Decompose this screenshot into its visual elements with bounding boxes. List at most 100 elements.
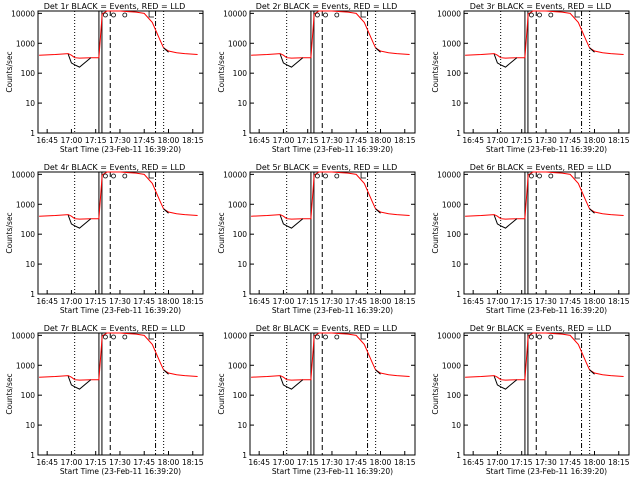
x-axis-label: Start Time (23-Feb-11 16:39:20)	[60, 467, 181, 476]
y-tick-label: 1	[242, 290, 247, 299]
x-axis-label: Start Time (23-Feb-11 16:39:20)	[486, 306, 607, 315]
y-axis-label: Counts/sec	[5, 51, 14, 92]
panel-title: Det 5r BLACK = Events, RED = LLD	[256, 163, 398, 172]
x-tick-label: 17:45	[133, 458, 155, 467]
events-line	[493, 54, 518, 68]
flag-marker	[574, 333, 580, 340]
y-axis-label: Counts/sec	[431, 373, 440, 414]
flag-marker	[537, 173, 542, 179]
flag-marker	[529, 173, 534, 179]
flag-marker	[548, 334, 554, 340]
y-tick-label: 1	[456, 290, 461, 299]
flag-marker	[103, 173, 108, 179]
x-tick-label: 17:00	[61, 458, 83, 467]
y-axis-label: Counts/sec	[431, 51, 440, 92]
x-tick-label: 18:00	[158, 297, 180, 306]
x-axis-label: Start Time (23-Feb-11 16:39:20)	[60, 306, 181, 315]
x-tick-label: 18:00	[584, 458, 606, 467]
y-tick-label: 10000	[437, 9, 461, 18]
y-tick-label: 10000	[223, 9, 247, 18]
events-line	[279, 54, 304, 68]
x-tick-label: 17:15	[297, 136, 319, 145]
events-line	[163, 369, 169, 375]
flag-marker	[537, 12, 542, 18]
y-tick-label: 1	[456, 129, 461, 138]
x-axis-label: Start Time (23-Feb-11 16:39:20)	[486, 467, 607, 476]
plot-frame	[37, 332, 204, 456]
y-tick-label: 10000	[437, 170, 461, 179]
y-tick-label: 1	[30, 129, 35, 138]
panel-title: Det 4r BLACK = Events, RED = LLD	[44, 163, 186, 172]
panel-title: Det 7r BLACK = Events, RED = LLD	[44, 324, 186, 333]
panel-det-5: Det 5r BLACK = Events, RED = LLD 1 10 100 10…	[217, 163, 416, 315]
y-tick-label: 100	[447, 69, 462, 78]
y-tick-label: 100	[447, 391, 462, 400]
x-tick-label: 17:15	[297, 297, 319, 306]
x-tick-label: 17:00	[61, 136, 83, 145]
panel-det-7: Det 7r BLACK = Events, RED = LLD 1 10 100 10…	[5, 324, 204, 476]
y-tick-label: 10000	[11, 170, 35, 179]
lld-line	[251, 171, 410, 220]
lld-line	[465, 10, 624, 59]
x-tick-label: 17:15	[511, 136, 533, 145]
panel-det-3: Det 3r BLACK = Events, RED = LLD 1 10 100 10…	[431, 2, 630, 154]
panel-det-8: Det 8r BLACK = Events, RED = LLD 1 10 100 10…	[217, 324, 416, 476]
x-tick-label: 17:30	[535, 136, 557, 145]
events-line	[279, 376, 304, 390]
flag-marker	[315, 12, 320, 18]
events-line	[589, 369, 595, 375]
panel-title: Det 6r BLACK = Events, RED = LLD	[470, 163, 612, 172]
x-tick-label: 18:15	[182, 297, 204, 306]
x-tick-label: 17:45	[345, 297, 367, 306]
x-tick-label: 16:45	[36, 458, 58, 467]
y-tick-label: 100	[233, 69, 248, 78]
events-line	[589, 47, 595, 53]
lld-line	[251, 10, 410, 59]
plot-frame	[37, 171, 204, 295]
y-tick-label: 10000	[223, 331, 247, 340]
events-line	[279, 215, 304, 229]
x-tick-label: 18:15	[182, 136, 204, 145]
x-tick-label: 17:15	[85, 297, 107, 306]
x-tick-label: 18:15	[394, 458, 416, 467]
flag-marker	[148, 11, 154, 18]
flag-marker	[148, 333, 154, 340]
x-tick-label: 17:30	[109, 136, 131, 145]
flag-marker	[574, 11, 580, 18]
x-tick-label: 16:45	[248, 297, 270, 306]
y-tick-label: 1000	[16, 361, 35, 370]
x-tick-label: 17:30	[109, 297, 131, 306]
plot-frame	[463, 332, 630, 456]
lld-line	[465, 171, 624, 220]
x-tick-label: 18:00	[158, 458, 180, 467]
x-axis-label: Start Time (23-Feb-11 16:39:20)	[272, 467, 393, 476]
x-tick-label: 17:45	[559, 136, 581, 145]
y-axis-label: Counts/sec	[431, 212, 440, 253]
x-tick-label: 16:45	[462, 136, 484, 145]
flag-marker	[529, 12, 534, 18]
x-tick-label: 17:00	[273, 136, 295, 145]
flag-marker	[111, 12, 116, 18]
y-tick-label: 1	[242, 451, 247, 460]
panel-title: Det 1r BLACK = Events, RED = LLD	[44, 2, 186, 11]
panel-title: Det 3r BLACK = Events, RED = LLD	[470, 2, 612, 11]
flag-marker	[323, 173, 328, 179]
flag-marker	[360, 333, 366, 340]
y-tick-label: 100	[233, 230, 248, 239]
flag-marker	[122, 12, 128, 18]
y-tick-label: 100	[21, 230, 36, 239]
y-tick-label: 1000	[16, 200, 35, 209]
flag-marker	[334, 12, 340, 18]
flag-marker	[548, 173, 554, 179]
flag-marker	[360, 11, 366, 18]
flag-marker	[323, 334, 328, 340]
x-tick-label: 18:15	[608, 297, 630, 306]
x-axis-label: Start Time (23-Feb-11 16:39:20)	[272, 306, 393, 315]
y-tick-label: 10000	[11, 331, 35, 340]
y-axis-label: Counts/sec	[217, 373, 226, 414]
flag-marker	[360, 172, 366, 179]
events-line	[67, 54, 92, 68]
lld-line	[39, 332, 198, 381]
y-tick-label: 1000	[228, 200, 247, 209]
